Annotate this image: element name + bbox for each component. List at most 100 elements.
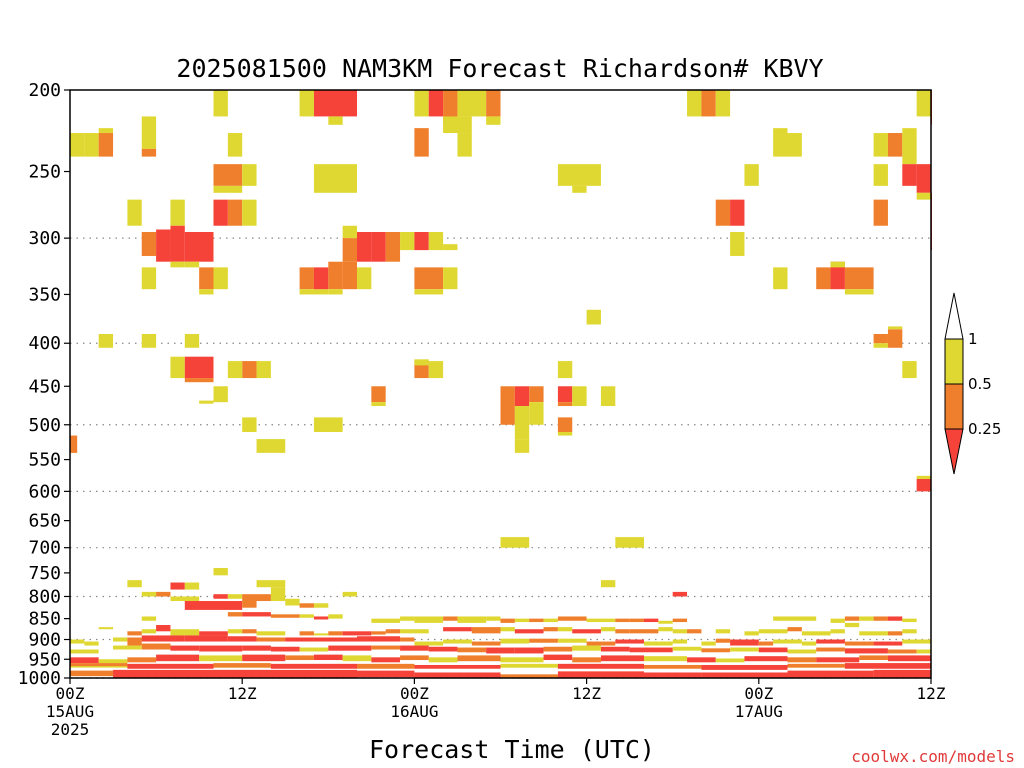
ri-cell <box>557 671 644 678</box>
ri-cell <box>801 631 831 636</box>
ri-cell <box>529 386 544 403</box>
ri-cell <box>400 637 415 642</box>
ri-cell <box>84 641 99 646</box>
ri-cell <box>543 646 573 652</box>
ri-cell <box>184 582 200 590</box>
ri-cell <box>471 627 501 634</box>
ri-cell <box>715 658 745 663</box>
ri-cell <box>371 645 401 650</box>
ri-cell <box>744 631 759 636</box>
x-tick-label: 00Z <box>56 684 85 703</box>
gridlines <box>70 237 931 679</box>
ri-cell <box>227 199 243 226</box>
ri-cell <box>70 663 128 667</box>
ri-cell <box>916 164 931 193</box>
ri-cell <box>773 639 802 644</box>
ri-cell <box>371 402 386 407</box>
ri-cell <box>299 647 329 652</box>
y-tick-label: 350 <box>28 284 61 305</box>
ri-cell <box>428 361 444 379</box>
ri-cell <box>873 133 888 157</box>
ri-cell <box>715 638 731 643</box>
ri-cell <box>687 629 702 634</box>
ri-cell <box>644 641 673 646</box>
legend-label: 1 <box>968 330 978 348</box>
ri-cell <box>787 627 802 632</box>
ri-cell <box>586 309 601 325</box>
ri-cell <box>514 618 530 623</box>
ri-cell <box>242 199 257 226</box>
ri-cell <box>572 185 587 193</box>
ri-cell <box>141 616 157 621</box>
ri-cell <box>787 663 845 668</box>
ri-cell <box>514 629 544 634</box>
ri-cell <box>371 231 386 262</box>
ri-cell <box>844 289 874 295</box>
ri-cell <box>299 90 314 117</box>
legend-swatch <box>944 428 964 475</box>
ri-cell <box>916 649 931 654</box>
ri-cell <box>242 164 257 186</box>
ri-cell <box>916 192 931 200</box>
ri-cell <box>141 116 157 149</box>
ri-cell <box>572 629 601 634</box>
ri-cell <box>701 664 788 670</box>
y-tick-label: 550 <box>28 450 61 471</box>
ri-cell <box>400 629 415 634</box>
ri-cell <box>572 386 587 407</box>
ri-cell <box>357 636 401 642</box>
ri-cell <box>285 655 314 661</box>
ri-cell <box>500 386 515 425</box>
ri-cell <box>270 663 357 669</box>
ri-cell <box>486 647 515 654</box>
ri-cell <box>486 616 501 621</box>
ri-cell <box>270 596 286 602</box>
ri-cell <box>400 231 415 251</box>
legend-swatch <box>944 383 964 430</box>
ri-cell <box>730 199 745 226</box>
ri-cell <box>557 627 573 632</box>
y-tick-label: 450 <box>28 376 61 397</box>
ri-cell <box>242 612 271 617</box>
ri-cell <box>457 655 501 662</box>
ri-cell <box>84 133 99 157</box>
ri-cell <box>414 267 444 290</box>
ri-cell <box>859 616 874 621</box>
ri-cell <box>184 356 214 379</box>
ri-cell <box>586 618 601 623</box>
ri-cell <box>715 629 731 634</box>
ri-cell <box>443 244 458 251</box>
ri-cell <box>313 164 357 193</box>
ri-cell <box>199 631 228 636</box>
ri-cell <box>371 386 386 403</box>
ri-cell <box>873 669 931 678</box>
ri-cell <box>242 361 257 379</box>
ri-cell <box>328 261 343 290</box>
ri-cell <box>644 672 702 678</box>
ri-cell <box>385 231 401 262</box>
ri-cell <box>600 580 616 588</box>
x-tick-label: 2025 <box>51 720 90 739</box>
ri-cell <box>600 618 616 623</box>
x-tick-label: 00Z <box>400 684 429 703</box>
ri-cell <box>70 657 99 664</box>
ri-cell <box>887 326 903 330</box>
ri-cell <box>873 616 888 621</box>
ri-cell <box>141 267 157 290</box>
y-tick-label: 900 <box>28 630 61 651</box>
ri-cell <box>342 225 357 239</box>
ri-cell <box>400 645 429 651</box>
ri-cell <box>256 637 286 642</box>
y-tick-label: 250 <box>28 162 61 183</box>
ri-cell <box>414 629 429 634</box>
ri-cell <box>615 639 644 644</box>
ri-cell <box>213 90 228 117</box>
ri-cell <box>873 333 888 344</box>
ri-cell <box>887 655 931 662</box>
ri-cell <box>486 90 501 117</box>
ri-cell <box>184 261 200 268</box>
ri-cell <box>586 641 616 646</box>
ri-cell <box>457 90 487 117</box>
